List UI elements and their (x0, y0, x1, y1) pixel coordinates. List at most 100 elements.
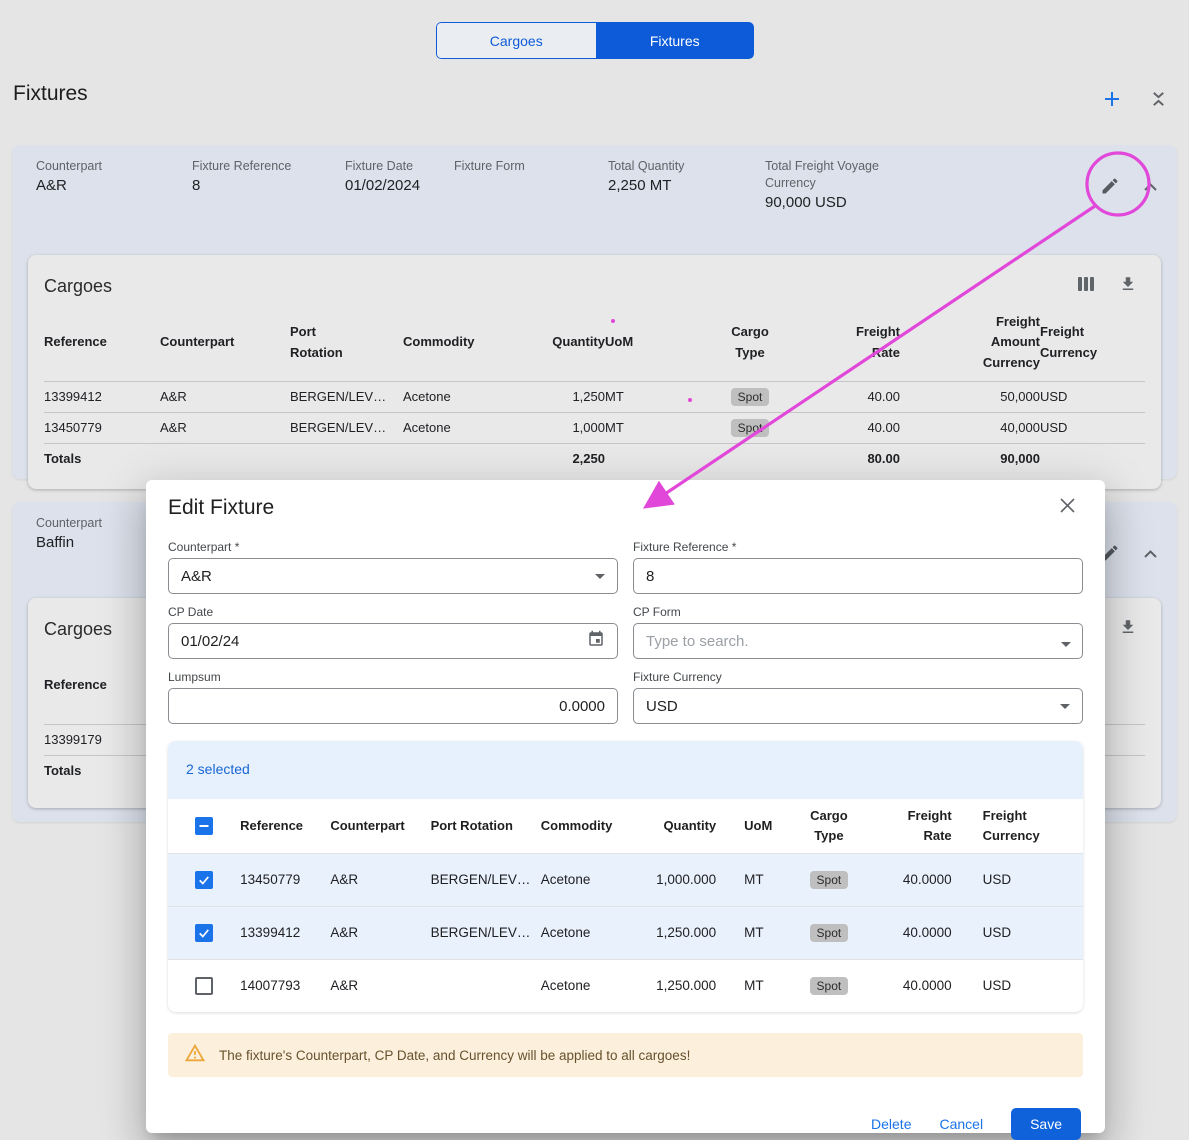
cargoes-panel-1: Cargoes Reference Co (28, 255, 1161, 489)
cp-date-field: CP Date 01/02/24 (168, 605, 618, 659)
download-icon (1119, 618, 1137, 641)
chevron-up-icon (1143, 179, 1158, 197)
pencil-icon (1100, 543, 1120, 568)
page-title: Fixtures (13, 82, 88, 105)
field-label: Counterpart (36, 516, 103, 530)
field-fixture-reference: Fixture Reference 8 (192, 158, 345, 212)
field-value: 01/02/2024 (345, 177, 421, 194)
fixture-1-header: Counterpart A&R Fixture Reference 8 Fixt… (12, 145, 1177, 212)
field-value: A&R (36, 177, 67, 194)
modal-cargo-row[interactable]: 13450779 A&R BERGEN/LEV… Acetone 1,000.0… (168, 852, 1083, 906)
cancel-button[interactable]: Cancel (939, 1116, 984, 1132)
col-port-rotation: Port Rotation (430, 817, 513, 833)
calendar-icon[interactable] (587, 630, 605, 652)
modal-cargo-table: Reference Counterpart Port Rotation Comm… (168, 799, 1083, 1012)
download-button[interactable] (1115, 616, 1141, 642)
col-freight-rate: Freight Rate (855, 323, 900, 360)
cargo-type-chip: Spot (809, 976, 849, 995)
fixture-reference-input[interactable] (633, 558, 1083, 594)
counterpart-label: Counterpart * (168, 540, 240, 554)
plus-icon (1102, 89, 1122, 114)
cp-form-search-input[interactable] (633, 623, 1083, 659)
col-reference: Reference (44, 334, 107, 350)
download-icon (1119, 275, 1137, 298)
cargo-row[interactable]: 13399412 A&R BERGEN/LEV… Acetone 1,250 M… (44, 380, 1145, 412)
fixture-reference-field: Fixture Reference * (633, 540, 1083, 594)
col-reference: Reference (44, 677, 107, 693)
counterpart-field: Counterpart * A&R (168, 540, 618, 594)
lumpsum-label: Lumpsum (168, 670, 221, 684)
counterpart-selected-value: A&R (181, 567, 212, 585)
dialog-footer: Delete Cancel Save (168, 1108, 1083, 1140)
field-label: Counterpart (36, 159, 103, 173)
fixture-card-1: Counterpart A&R Fixture Reference 8 Fixt… (12, 145, 1177, 489)
fixture-currency-select[interactable]: USD (633, 688, 1083, 724)
field-value: Baffin (36, 534, 75, 551)
columns-button[interactable] (1073, 273, 1099, 299)
modal-cargo-row[interactable]: 13399412 A&R BERGEN/LEV… Acetone 1,250.0… (168, 905, 1083, 959)
warning-banner: The fixture's Counterpart, CP Date, and … (168, 1033, 1083, 1077)
chevron-up-icon (1143, 546, 1158, 564)
close-icon (1059, 497, 1076, 519)
field-value: 8 (192, 177, 201, 194)
field-fixture-date: Fixture Date 01/02/2024 (345, 158, 454, 212)
collapse-card-button[interactable] (1137, 175, 1163, 201)
dialog-title: Edit Fixture (168, 496, 275, 519)
fixture-reference-label: Fixture Reference * (633, 540, 737, 554)
lumpsum-field: Lumpsum (168, 670, 618, 724)
tab-fixtures[interactable]: Fixtures (595, 22, 754, 59)
edit-fixture-dialog: Edit Fixture Counterpart * A&R Fixture R… (146, 480, 1105, 1140)
field-fixture-form: Fixture Form (454, 158, 608, 212)
row-checkbox[interactable] (195, 870, 214, 889)
field-total-quantity: Total Quantity 2,250 MT (608, 158, 765, 212)
fixture-2-header: Counterpart Baffin (12, 502, 1177, 560)
field-total-freight: Total Freight Voyage Currency 90,000 USD (765, 158, 905, 212)
field-label: Total Quantity (608, 159, 685, 173)
col-counterpart: Counterpart (330, 817, 405, 833)
col-freight-currency: Freight Currency (982, 807, 1040, 843)
col-reference: Reference (240, 817, 304, 833)
delete-button[interactable]: Delete (871, 1116, 912, 1132)
cargo-row[interactable]: 13450779 A&R BERGEN/LEV… Acetone 1,000 M… (44, 411, 1145, 443)
selection-count-text: 2 selected (186, 761, 250, 777)
download-button[interactable] (1115, 273, 1141, 299)
pencil-icon (1100, 176, 1120, 201)
cp-date-input[interactable]: 01/02/24 (168, 623, 618, 659)
modal-header-row: Reference Counterpart Port Rotation Comm… (168, 799, 1083, 853)
counterpart-select[interactable]: A&R (168, 558, 618, 594)
cargo-selection-block: 2 selected Reference Counterpart Port Ro (168, 741, 1083, 1012)
edit-fixture-button[interactable] (1097, 175, 1123, 201)
modal-cargo-row[interactable]: 14007793 A&R Acetone 1,250.000 MT Spot 4… (168, 958, 1083, 1012)
row-checkbox[interactable] (195, 976, 214, 995)
col-freight-currency: Freight Currency (1040, 323, 1098, 360)
checkbox-checked-icon (199, 875, 210, 885)
add-fixture-button[interactable] (1099, 88, 1125, 114)
cargoes-table: Reference Counterpart Port Rotation Comm… (44, 305, 1145, 474)
save-button[interactable]: Save (1011, 1108, 1081, 1140)
close-button[interactable] (1055, 496, 1079, 520)
field-label: Total Freight Voyage Currency (765, 159, 879, 190)
field-value: 90,000 USD (765, 194, 847, 211)
row-checkbox[interactable] (195, 923, 214, 942)
fixture-currency-field: Fixture Currency USD (633, 670, 1083, 724)
select-all-checkbox[interactable] (195, 817, 214, 836)
columns-icon (1077, 275, 1095, 298)
cp-form-field: CP Form (633, 605, 1083, 659)
col-port-rotation: Port Rotation (290, 323, 343, 360)
collapse-all-button[interactable] (1145, 88, 1171, 114)
unfold-less-icon (1150, 90, 1167, 113)
lumpsum-input[interactable] (168, 688, 618, 724)
tab-cargoes[interactable]: Cargoes (436, 22, 596, 59)
dropdown-caret-icon[interactable] (1061, 642, 1071, 647)
field-label: Fixture Date (345, 159, 414, 173)
dropdown-caret-icon (595, 573, 605, 579)
collapse-card-button[interactable] (1137, 542, 1163, 568)
field-value: 2,250 MT (608, 177, 672, 194)
cp-date-value: 01/02/24 (181, 632, 240, 650)
col-quantity: Quantity (663, 817, 717, 833)
selection-count-banner: 2 selected (168, 741, 1083, 799)
field-counterpart: Counterpart Baffin (36, 515, 192, 552)
cargo-type-chip: Spot (730, 418, 770, 437)
edit-fixture-button[interactable] (1097, 542, 1123, 568)
col-freight-amount-currency: Freight Amount Currency (982, 313, 1040, 371)
